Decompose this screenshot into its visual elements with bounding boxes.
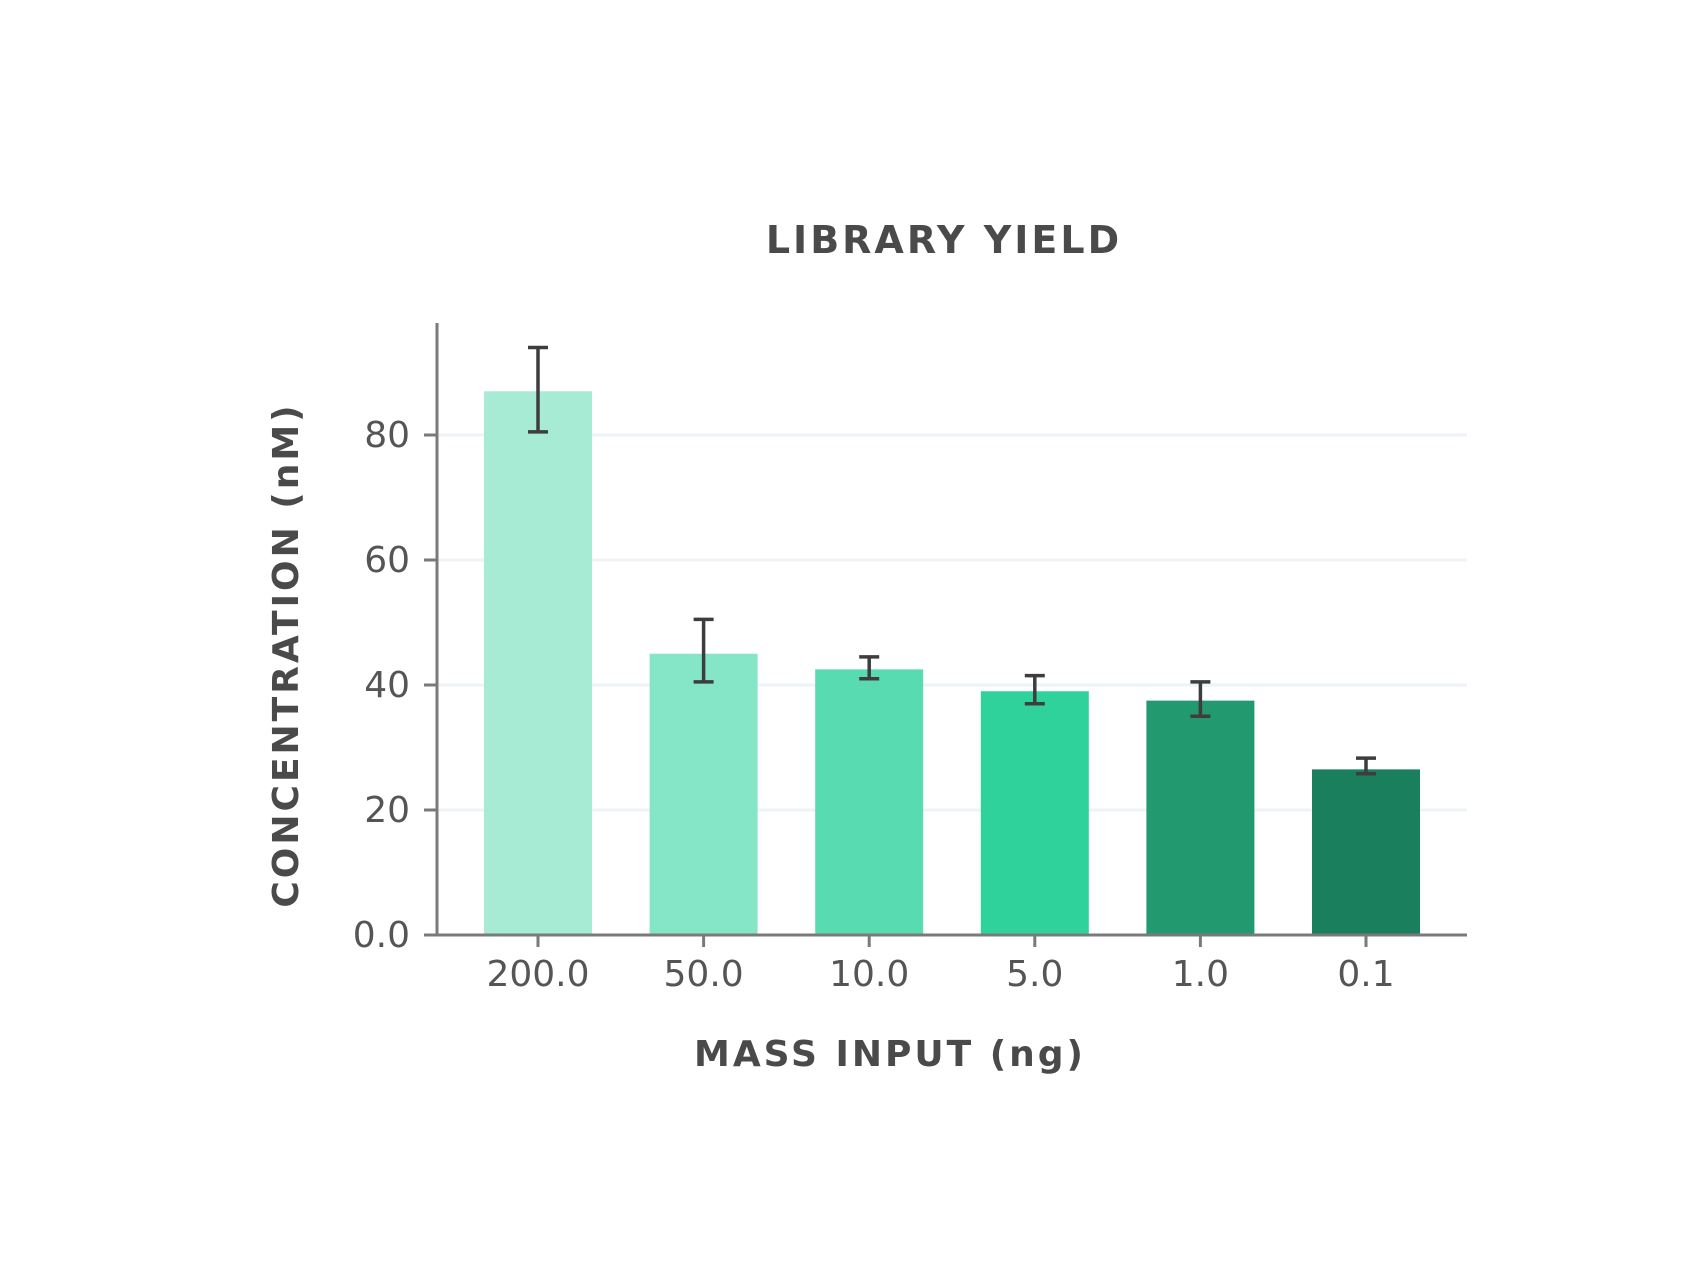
x-tick-label: 5.0	[1006, 954, 1063, 995]
bars	[484, 391, 1420, 935]
x-tick-label: 200.0	[486, 954, 589, 995]
y-axis-title: CONCENTRATION (nM)	[266, 402, 307, 907]
error-bar	[1356, 756, 1376, 776]
y-tick-label: 80	[364, 415, 410, 456]
x-tick-label: 1.0	[1172, 954, 1229, 995]
error-bar	[1024, 673, 1045, 706]
bar-0-1	[1312, 769, 1420, 935]
error-bar	[859, 655, 880, 681]
chart-title: LIBRARY YIELD	[766, 218, 1122, 262]
y-tick-label: 0.0	[353, 915, 410, 956]
gridlines	[437, 433, 1467, 812]
y-tick-label: 60	[364, 540, 410, 581]
y-tick-label: 20	[364, 790, 410, 831]
bar-50-0	[649, 653, 758, 935]
error-bar	[693, 617, 714, 684]
error-bars	[528, 345, 1376, 776]
x-tick-label: 0.1	[1337, 954, 1394, 995]
x-axis-title: MASS INPUT (ng)	[694, 1034, 1086, 1075]
error-bar	[528, 345, 548, 434]
y-axis-ticks: 0.0 20 40 60 80	[353, 415, 437, 956]
x-tick-label: 10.0	[829, 954, 909, 995]
bar-5-0	[980, 691, 1089, 935]
axes	[435, 323, 1467, 937]
bar-200-0	[484, 391, 592, 935]
bar-1-0	[1146, 700, 1255, 935]
x-axis-ticks: 200.0 50.0 10.0 5.0 1.0 0.1	[486, 935, 1395, 995]
bar-10-0	[815, 669, 924, 935]
y-tick-label: 40	[364, 665, 410, 706]
x-tick-label: 50.0	[664, 954, 744, 995]
error-bar	[1190, 680, 1211, 718]
